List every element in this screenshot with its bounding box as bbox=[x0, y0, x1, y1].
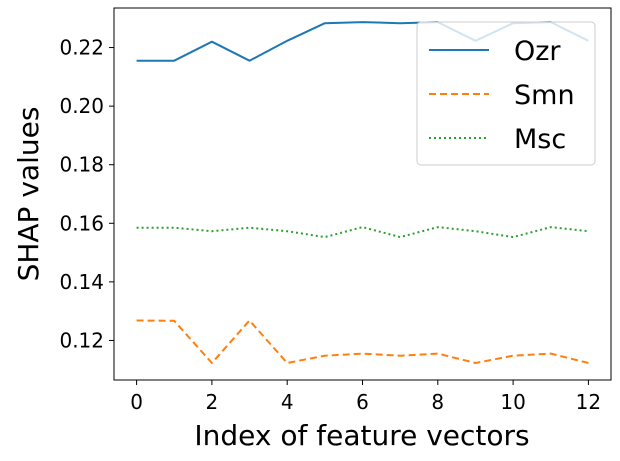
x-tick-label: 12 bbox=[576, 390, 601, 414]
x-tick-label: 10 bbox=[500, 390, 525, 414]
legend-label-smn: Smn bbox=[514, 80, 575, 111]
x-axis: 0 2 4 6 8 10 12 bbox=[130, 380, 601, 414]
x-tick-label: 8 bbox=[431, 390, 444, 414]
y-tick-label: 0.20 bbox=[59, 94, 104, 118]
legend-frame bbox=[416, 21, 596, 166]
legend: Ozr Smn Msc bbox=[416, 21, 596, 166]
legend-label-msc: Msc bbox=[514, 124, 566, 155]
x-tick-label: 4 bbox=[281, 390, 294, 414]
y-tick-label: 0.14 bbox=[59, 270, 104, 294]
y-tick-label: 0.18 bbox=[59, 153, 104, 177]
legend-label-ozr: Ozr bbox=[514, 36, 561, 67]
y-axis: 0.12 0.14 0.16 0.18 0.20 0.22 bbox=[59, 36, 114, 352]
x-tick-label: 0 bbox=[130, 390, 143, 414]
y-tick-label: 0.16 bbox=[59, 211, 104, 235]
y-axis-label: SHAP values bbox=[12, 107, 45, 282]
x-tick-label: 2 bbox=[206, 390, 219, 414]
x-tick-label: 6 bbox=[356, 390, 369, 414]
series-line-msc bbox=[136, 226, 589, 239]
series-line-smn bbox=[136, 319, 589, 364]
y-tick-label: 0.12 bbox=[59, 328, 104, 352]
x-axis-label: Index of feature vectors bbox=[194, 419, 529, 452]
y-tick-label: 0.22 bbox=[59, 36, 104, 60]
